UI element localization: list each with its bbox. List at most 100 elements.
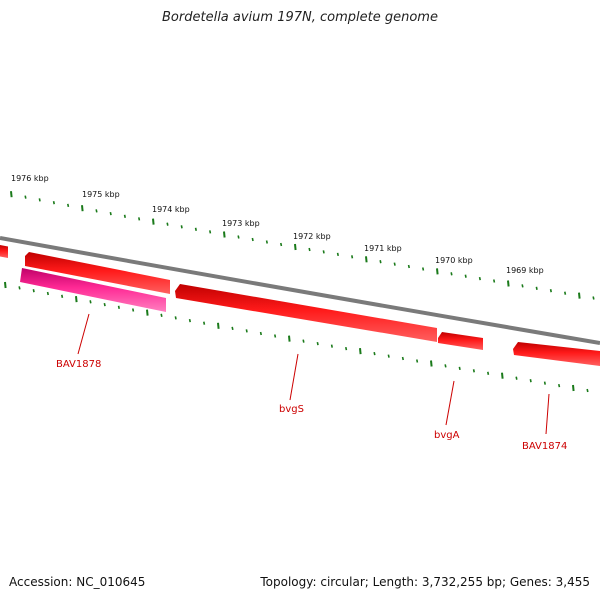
leader-line	[77, 313, 90, 355]
tick-mark	[38, 198, 41, 202]
tick-mark	[10, 191, 13, 198]
tick-mark	[501, 372, 504, 379]
tick-mark	[146, 309, 149, 316]
gene-BAV1878[interactable]	[20, 268, 166, 312]
tick-mark	[436, 268, 439, 275]
tick-mark	[351, 255, 354, 259]
tick-mark	[203, 321, 206, 325]
tick-labels: 1976 kbp 1975 kbp 1974 kbp 1973 kbp 1972…	[11, 174, 544, 275]
accession-text: Accession: NC_010645	[9, 575, 146, 589]
tick-mark	[515, 376, 518, 380]
tick-mark	[430, 360, 433, 367]
tick-label: 1974 kbp	[152, 205, 190, 214]
tick-mark	[160, 313, 163, 317]
tick-mark	[231, 326, 234, 331]
tick-mark	[401, 356, 404, 361]
gene-BAV1874[interactable]	[513, 342, 600, 366]
gene-upper-1[interactable]	[25, 252, 170, 294]
tick-mark	[274, 334, 277, 338]
tick-mark	[507, 280, 510, 287]
tick-mark	[521, 284, 524, 288]
tick-mark	[558, 383, 561, 388]
tick-mark	[373, 351, 376, 356]
outer-ticks	[10, 191, 595, 300]
gene-left-edge[interactable]	[0, 245, 8, 258]
tick-mark	[61, 294, 64, 298]
tick-mark	[217, 322, 220, 329]
tick-mark	[379, 260, 382, 264]
tick-mark	[345, 346, 348, 351]
tick-mark	[166, 222, 169, 226]
tick-mark	[564, 291, 567, 295]
tick-mark	[543, 381, 546, 385]
genome-stats-text: Topology: circular; Length: 3,732,255 bp…	[260, 575, 590, 589]
tick-mark	[529, 379, 532, 383]
tick-mark	[487, 371, 490, 375]
tick-mark	[152, 218, 155, 225]
tick-mark	[251, 237, 254, 242]
tick-label: 1973 kbp	[222, 219, 260, 228]
tick-mark	[223, 231, 226, 238]
tick-label: 1972 kbp	[293, 232, 331, 241]
tick-mark	[24, 195, 27, 199]
tick-mark	[95, 209, 98, 213]
gene-label-BAV1878[interactable]: BAV1878	[56, 359, 101, 370]
tick-mark	[259, 331, 262, 336]
leader-line	[545, 393, 550, 435]
tick-mark	[132, 308, 135, 312]
tick-mark	[308, 247, 311, 252]
tick-mark	[365, 256, 368, 263]
tick-mark	[67, 203, 70, 208]
tick-mark	[572, 384, 575, 392]
tick-mark	[322, 250, 325, 254]
tick-mark	[46, 291, 49, 296]
tick-mark	[32, 289, 35, 293]
genome-backbone	[0, 236, 600, 345]
tick-mark	[117, 305, 120, 309]
tick-mark	[265, 240, 268, 244]
gene-leaders	[77, 313, 550, 435]
tick-mark	[393, 262, 396, 266]
tick-mark	[109, 211, 112, 216]
leader-line	[445, 380, 455, 426]
tick-mark	[4, 281, 7, 289]
tick-mark	[294, 243, 297, 251]
tick-mark	[188, 318, 191, 323]
gene-bvgA[interactable]	[438, 332, 483, 350]
tick-mark	[535, 286, 538, 290]
tick-mark	[280, 242, 283, 247]
tick-mark	[245, 329, 248, 333]
gene-label-bvgS[interactable]: bvgS	[279, 404, 304, 415]
tick-label: 1975 kbp	[82, 190, 120, 199]
tick-mark	[359, 348, 362, 355]
tick-mark	[387, 354, 390, 358]
tick-label: 1969 kbp	[506, 266, 544, 275]
tick-mark	[592, 296, 595, 300]
tick-mark	[416, 359, 419, 363]
leader-line	[289, 353, 299, 401]
gene-bvgS[interactable]	[175, 284, 437, 342]
tick-mark	[586, 388, 589, 393]
tick-mark	[52, 201, 55, 205]
tick-mark	[472, 369, 475, 373]
tick-mark	[194, 227, 197, 231]
gene-label-bvgA[interactable]: bvgA	[434, 430, 460, 441]
tick-mark	[330, 344, 333, 348]
tick-mark	[316, 341, 319, 346]
tick-label: 1971 kbp	[364, 244, 402, 253]
tick-mark	[549, 289, 552, 293]
tick-mark	[302, 339, 305, 343]
tick-mark	[123, 214, 126, 218]
tick-mark	[288, 335, 291, 342]
tick-label: 1970 kbp	[435, 256, 473, 265]
gene-label-BAV1874[interactable]: BAV1874	[522, 441, 567, 452]
tick-mark	[138, 217, 141, 221]
tick-mark	[464, 274, 467, 278]
tick-mark	[450, 272, 453, 276]
tick-mark	[174, 316, 177, 320]
tick-mark	[407, 264, 410, 269]
tick-mark	[336, 252, 339, 257]
tick-mark	[18, 286, 21, 290]
tick-mark	[478, 276, 481, 281]
